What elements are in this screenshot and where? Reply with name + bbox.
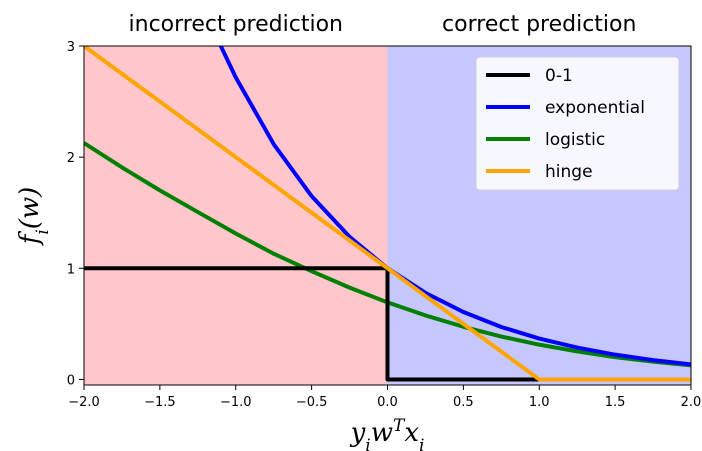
legend: 0-1 exponential logistic hinge <box>475 56 680 191</box>
x-tick-label: 2.0 <box>681 395 702 410</box>
legend-label: exponential <box>545 98 645 118</box>
legend-box <box>475 56 680 191</box>
y-axis-label: fi(w) <box>15 187 53 247</box>
x-tick-label: −1.0 <box>220 395 252 410</box>
x-tick-label: 1.5 <box>605 395 626 410</box>
y-tick-label: 3 <box>67 40 75 55</box>
region-0 <box>84 46 388 385</box>
x-tick-label: 0.5 <box>453 395 474 410</box>
series-layer <box>84 46 691 382</box>
legend-label: logistic <box>545 130 605 150</box>
x-tick-label: −0.5 <box>296 395 328 410</box>
region-label-1: correct prediction <box>442 12 636 37</box>
legend-label: 0-1 <box>545 66 573 86</box>
series-line-exponential <box>218 46 691 367</box>
region-labels: incorrect prediction correct prediction <box>129 12 637 37</box>
y-axis: 0 1 2 3 <box>67 40 84 388</box>
x-tick-label: 0.0 <box>377 395 398 410</box>
legend-label: hinge <box>545 162 593 182</box>
x-tick-label: −2.0 <box>68 395 100 410</box>
y-tick-label: 1 <box>67 262 75 277</box>
x-tick-label: 1.0 <box>529 395 550 410</box>
region-label-0: incorrect prediction <box>129 12 343 37</box>
x-axis: −2.0 −1.5 −1.0 −0.5 0.0 0.5 1.0 1.5 2.0 <box>68 385 701 410</box>
y-tick-label: 0 <box>67 373 75 388</box>
series-line-hinge <box>84 46 691 382</box>
x-tick-label: −1.5 <box>144 395 176 410</box>
x-axis-label: yiwTxi <box>350 416 425 451</box>
y-tick-label: 2 <box>67 151 75 166</box>
